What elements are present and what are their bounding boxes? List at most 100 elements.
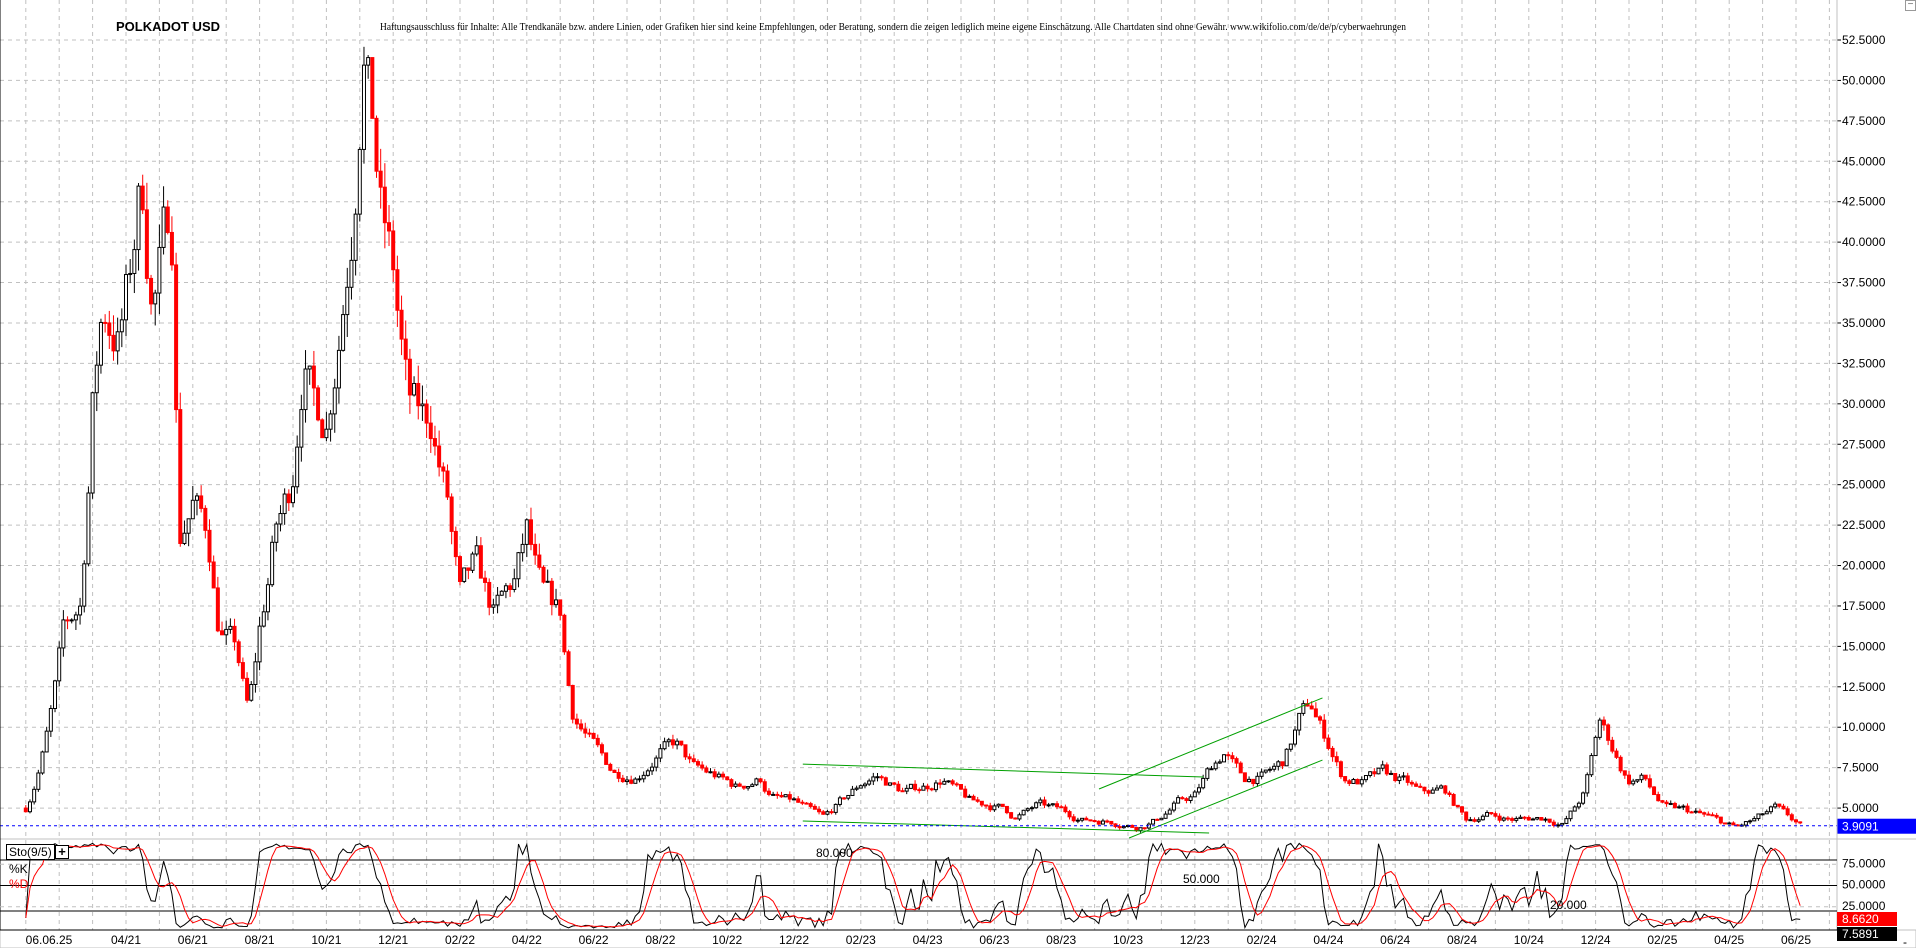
candle <box>1075 817 1080 824</box>
candle <box>420 385 425 421</box>
indicator-label[interactable]: Sto(9/5) <box>6 844 55 860</box>
candle-body <box>679 740 684 746</box>
candle <box>1405 772 1410 786</box>
candle <box>1059 804 1064 809</box>
candle-body <box>23 807 28 813</box>
candle-body <box>850 788 855 796</box>
candle-body <box>837 797 842 805</box>
candle-body <box>1652 786 1657 796</box>
candle <box>574 713 579 729</box>
candle <box>1501 816 1506 822</box>
candle-body <box>387 222 392 232</box>
candle-body <box>1672 802 1677 809</box>
candle <box>892 781 897 786</box>
candle <box>1330 746 1335 762</box>
candle <box>1213 760 1218 771</box>
candle <box>1464 811 1469 823</box>
candle-body <box>128 272 133 276</box>
y-tick-label: 20.0000 <box>1842 559 1886 573</box>
candle <box>1359 776 1364 787</box>
candle <box>783 794 788 798</box>
y-tick-label: 45.0000 <box>1842 154 1886 168</box>
candle <box>1142 827 1147 830</box>
candle-body <box>670 739 675 746</box>
candle-body <box>1130 824 1135 828</box>
candle <box>1226 751 1231 761</box>
candle <box>474 536 479 557</box>
candle <box>1255 772 1260 788</box>
candle <box>850 785 855 796</box>
candle-body <box>153 292 158 305</box>
candle-body <box>1718 816 1723 824</box>
candle-body <box>783 794 788 798</box>
candle <box>1560 822 1565 827</box>
candle <box>1251 778 1256 787</box>
candle <box>829 808 834 815</box>
candle-body <box>1004 805 1009 814</box>
candle <box>996 803 1001 809</box>
candle <box>1234 756 1239 768</box>
candle <box>1222 754 1227 763</box>
candle <box>483 570 488 592</box>
candle <box>913 780 918 792</box>
candle-body <box>453 530 458 558</box>
candle <box>1384 762 1389 776</box>
candle <box>186 518 191 547</box>
candle-body <box>487 581 492 608</box>
candle-body <box>1505 817 1510 820</box>
candle-body <box>1347 780 1352 784</box>
candle <box>549 578 554 616</box>
candle <box>370 57 375 119</box>
candle <box>1009 811 1014 820</box>
candle-body <box>416 382 421 407</box>
candle <box>1180 795 1185 800</box>
candle-body <box>695 761 700 766</box>
candle-body <box>1681 805 1686 808</box>
candle <box>1055 801 1060 810</box>
candle <box>1297 712 1302 736</box>
candle-body <box>800 801 805 804</box>
candle-body <box>1138 827 1143 832</box>
candle <box>69 618 74 624</box>
candle <box>1205 767 1210 781</box>
candle-body <box>867 780 872 785</box>
candle-body <box>950 780 955 785</box>
candle <box>950 779 955 786</box>
candle-body <box>1618 756 1623 772</box>
candle-body <box>1180 797 1185 800</box>
candle-body <box>1021 809 1026 816</box>
candle <box>1293 726 1297 747</box>
candle-body <box>737 783 742 787</box>
candle-body <box>27 801 32 813</box>
add-indicator-button[interactable]: + <box>55 845 69 859</box>
candle <box>1343 776 1348 784</box>
candle-body <box>846 794 851 799</box>
candle <box>1155 818 1160 821</box>
candle <box>846 794 851 801</box>
candle-body <box>1664 801 1669 805</box>
candle-body <box>1017 814 1022 820</box>
candle <box>1418 783 1423 789</box>
candle-body <box>1689 811 1694 814</box>
candle <box>933 780 938 793</box>
candle-body <box>445 470 450 498</box>
candle-body <box>516 552 521 580</box>
candle-body <box>291 486 295 504</box>
candle <box>265 577 270 621</box>
candle-body <box>119 319 124 333</box>
candle-body <box>1046 804 1051 807</box>
candle-body <box>174 264 179 411</box>
candle <box>470 551 475 574</box>
candle <box>1004 805 1009 815</box>
candle-body <box>357 148 362 215</box>
collapse-button[interactable]: − <box>1905 0 1916 11</box>
candle <box>867 778 872 786</box>
candle <box>73 611 78 630</box>
x-tick-label: 06/22 <box>579 933 609 947</box>
candle-body <box>533 543 538 556</box>
candle-body <box>984 804 989 807</box>
candle <box>1338 760 1343 779</box>
candle <box>595 734 600 748</box>
candle <box>1376 767 1381 775</box>
